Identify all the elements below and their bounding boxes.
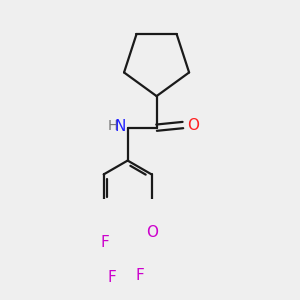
Text: F: F <box>135 268 144 283</box>
Text: O: O <box>146 225 158 240</box>
Text: F: F <box>101 235 110 250</box>
Text: H: H <box>108 119 119 134</box>
Text: O: O <box>187 118 199 133</box>
Text: F: F <box>107 270 116 285</box>
Text: N: N <box>115 119 126 134</box>
